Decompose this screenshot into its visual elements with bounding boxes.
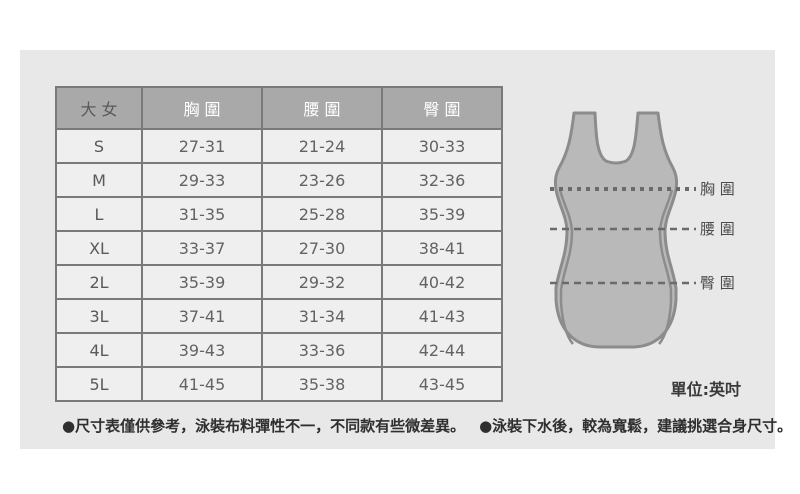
note-fit-disclaimer: ●尺寸表僅供參考，泳裝布料彈性不一，不同款有些微差異。: [62, 417, 466, 435]
hip-cell: 30-33: [381, 128, 503, 164]
size-table: 大 女 胸 圍 腰 圍 臀 圍 S 27-31 21-24 30-33 M 29…: [55, 86, 503, 402]
hip-cell: 41-43: [381, 298, 503, 334]
size-cell: XL: [55, 230, 143, 266]
hip-cell: 43-45: [381, 366, 503, 402]
table-row: 4L 39-43 33-36 42-44: [55, 332, 503, 368]
col-header-waist: 腰 圍: [261, 86, 383, 130]
table-header-row: 大 女 胸 圍 腰 圍 臀 圍: [55, 86, 503, 130]
size-cell: 5L: [55, 366, 143, 402]
bust-cell: 31-35: [141, 196, 263, 232]
size-cell: 4L: [55, 332, 143, 368]
waist-cell: 33-36: [261, 332, 383, 368]
note-water-advice: ●泳裝下水後，較為寬鬆，建議挑選合身尺寸。: [479, 417, 793, 435]
table-row: XL 33-37 27-30 38-41: [55, 230, 503, 266]
table-row: M 29-33 23-26 32-36: [55, 162, 503, 198]
table-row: 2L 35-39 29-32 40-42: [55, 264, 503, 300]
table-row: L 31-35 25-28 35-39: [55, 196, 503, 232]
col-header-size: 大 女: [55, 86, 143, 130]
hip-cell: 35-39: [381, 196, 503, 232]
notes: ●尺寸表僅供參考，泳裝布料彈性不一，不同款有些微差異。 ●泳裝下水後，較為寬鬆，…: [62, 415, 792, 436]
size-chart-panel: 大 女 胸 圍 腰 圍 臀 圍 S 27-31 21-24 30-33 M 29…: [20, 50, 792, 449]
bust-cell: 29-33: [141, 162, 263, 198]
table-row: 3L 37-41 31-34 41-43: [55, 298, 503, 334]
bust-cell: 33-37: [141, 230, 263, 266]
size-cell: 3L: [55, 298, 143, 334]
size-cell: S: [55, 128, 143, 164]
right-seam-line: [658, 189, 674, 345]
table-row: 5L 41-45 35-38 43-45: [55, 366, 503, 402]
waist-label: 腰 圍: [700, 220, 735, 238]
bust-cell: 37-41: [141, 298, 263, 334]
hip-cell: 38-41: [381, 230, 503, 266]
bust-cell: 41-45: [141, 366, 263, 402]
bust-cell: 35-39: [141, 264, 263, 300]
waist-cell: 21-24: [261, 128, 383, 164]
size-cell: 2L: [55, 264, 143, 300]
waist-cell: 31-34: [261, 298, 383, 334]
bust-cell: 39-43: [141, 332, 263, 368]
waist-cell: 27-30: [261, 230, 383, 266]
col-header-bust: 胸 圍: [141, 86, 263, 130]
hip-cell: 42-44: [381, 332, 503, 368]
waist-cell: 29-32: [261, 264, 383, 300]
size-cell: L: [55, 196, 143, 232]
size-cell: M: [55, 162, 143, 198]
hip-label: 臀 圍: [700, 274, 735, 292]
left-seam-line: [558, 189, 574, 345]
swimsuit-diagram: [550, 111, 696, 349]
unit-label: 單位:英吋: [670, 380, 741, 399]
hip-cell: 32-36: [381, 162, 503, 198]
bust-label: 胸 圍: [700, 180, 735, 198]
waist-cell: 35-38: [261, 366, 383, 402]
bust-cell: 27-31: [141, 128, 263, 164]
table-row: S 27-31 21-24 30-33: [55, 128, 503, 164]
waist-cell: 23-26: [261, 162, 383, 198]
col-header-hip: 臀 圍: [381, 86, 503, 130]
hip-cell: 40-42: [381, 264, 503, 300]
waist-cell: 25-28: [261, 196, 383, 232]
